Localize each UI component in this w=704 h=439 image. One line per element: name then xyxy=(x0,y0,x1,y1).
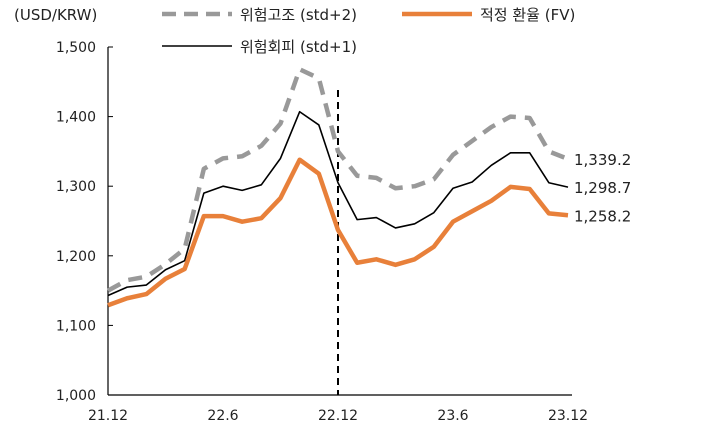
end-value-label: 1,258.2 xyxy=(574,207,631,225)
legend: 위험고조 (std+2) 적정 환율 (FV) 위험회피 (std+1) xyxy=(162,6,575,56)
x-tick-label: 21.12 xyxy=(88,408,128,424)
y-tick-label: 1,100 xyxy=(56,318,96,334)
x-tick-label: 22.12 xyxy=(318,408,358,424)
end-value-label: 1,339.2 xyxy=(574,151,631,169)
x-tick-label: 22.6 xyxy=(207,408,238,424)
legend-label-std2: 위험고조 (std+2) xyxy=(240,6,357,24)
y-tick-label: 1,500 xyxy=(56,40,96,56)
end-value-label: 1,298.7 xyxy=(574,179,631,197)
y-axis-label: (USD/KRW) xyxy=(14,6,97,24)
y-tick-label: 1,300 xyxy=(56,179,96,195)
y-tick-label: 1,400 xyxy=(56,110,96,126)
legend-label-fv: 적정 환율 (FV) xyxy=(480,6,575,24)
y-tick-label: 1,000 xyxy=(56,388,96,404)
y-tick-label: 1,200 xyxy=(56,249,96,265)
x-tick-label: 23.6 xyxy=(437,408,468,424)
legend-label-std1: 위험회피 (std+1) xyxy=(240,38,357,56)
x-tick-label: 23.12 xyxy=(548,408,588,424)
